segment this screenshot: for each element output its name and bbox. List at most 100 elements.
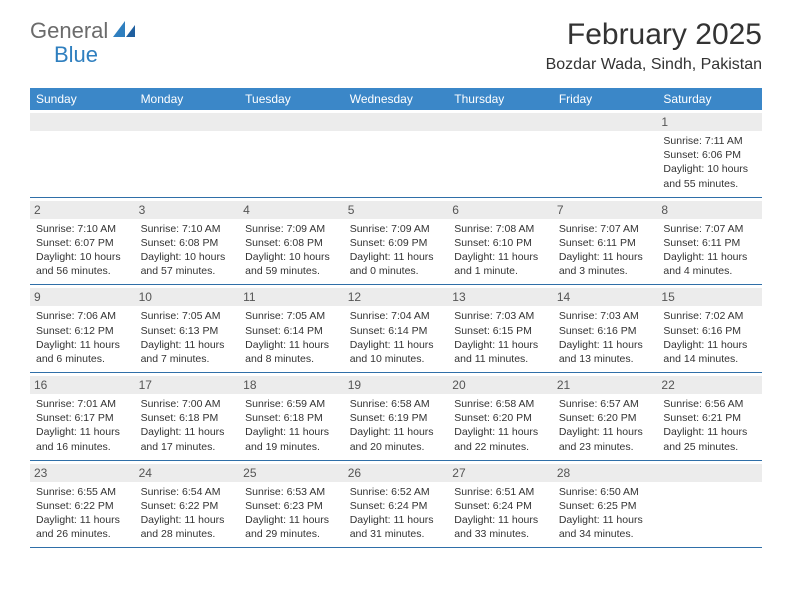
calendar: Sunday Monday Tuesday Wednesday Thursday…	[30, 88, 762, 548]
day-cell: 26Sunrise: 6:52 AMSunset: 6:24 PMDayligh…	[344, 461, 449, 548]
day-number	[657, 464, 762, 482]
day-cell: 13Sunrise: 7:03 AMSunset: 6:15 PMDayligh…	[448, 285, 553, 372]
sunset-text: Sunset: 6:22 PM	[141, 499, 234, 513]
sunrise-text: Sunrise: 7:05 AM	[245, 309, 338, 323]
sunrise-text: Sunrise: 7:10 AM	[36, 222, 129, 236]
sunrise-text: Sunrise: 6:59 AM	[245, 397, 338, 411]
day-cell: 7Sunrise: 7:07 AMSunset: 6:11 PMDaylight…	[553, 198, 658, 285]
sunset-text: Sunset: 6:18 PM	[245, 411, 338, 425]
daylight-text: Daylight: 11 hours and 23 minutes.	[559, 425, 652, 453]
sunrise-text: Sunrise: 6:58 AM	[350, 397, 443, 411]
day-number	[239, 113, 344, 131]
day-cell: 14Sunrise: 7:03 AMSunset: 6:16 PMDayligh…	[553, 285, 658, 372]
day-number: 12	[344, 288, 449, 306]
sunrise-text: Sunrise: 7:04 AM	[350, 309, 443, 323]
day-cell: 23Sunrise: 6:55 AMSunset: 6:22 PMDayligh…	[30, 461, 135, 548]
page-title: February 2025	[546, 18, 762, 52]
logo-text-general: General	[30, 18, 108, 44]
daylight-text: Daylight: 11 hours and 25 minutes.	[663, 425, 756, 453]
day-number: 18	[239, 376, 344, 394]
logo: General Blue	[30, 18, 135, 44]
sunrise-text: Sunrise: 6:52 AM	[350, 485, 443, 499]
day-number: 1	[657, 113, 762, 131]
day-cell: 18 Sunrise: 6:59 AMSunset: 6:18 PMDayligh…	[239, 373, 344, 460]
day-number: 20	[448, 376, 553, 394]
day-cell: 17Sunrise: 7:00 AMSunset: 6:18 PMDayligh…	[135, 373, 240, 460]
day-number: 9	[30, 288, 135, 306]
day-cell	[344, 110, 449, 197]
sunset-text: Sunset: 6:09 PM	[350, 236, 443, 250]
day-cell: 8Sunrise: 7:07 AMSunset: 6:11 PMDaylight…	[657, 198, 762, 285]
day-cell	[553, 110, 658, 197]
weekday-header: Monday	[135, 88, 240, 110]
sunrise-text: Sunrise: 7:03 AM	[454, 309, 547, 323]
sunrise-text: Sunrise: 6:53 AM	[245, 485, 338, 499]
sunrise-text: Sunrise: 7:08 AM	[454, 222, 547, 236]
day-number: 28	[553, 464, 658, 482]
day-cell: 4Sunrise: 7:09 AMSunset: 6:08 PMDaylight…	[239, 198, 344, 285]
day-number: 16	[30, 376, 135, 394]
sunrise-text: Sunrise: 6:56 AM	[663, 397, 756, 411]
sunrise-text: Sunrise: 7:00 AM	[141, 397, 234, 411]
day-cell: 9Sunrise: 7:06 AMSunset: 6:12 PMDaylight…	[30, 285, 135, 372]
daylight-text: Daylight: 11 hours and 34 minutes.	[559, 513, 652, 541]
day-cell: 15Sunrise: 7:02 AMSunset: 6:16 PMDayligh…	[657, 285, 762, 372]
day-cell	[657, 461, 762, 548]
daylight-text: Daylight: 11 hours and 31 minutes.	[350, 513, 443, 541]
sunrise-text: Sunrise: 7:10 AM	[141, 222, 234, 236]
sunrise-text: Sunrise: 7:01 AM	[36, 397, 129, 411]
day-number: 27	[448, 464, 553, 482]
week-row: 1 Sunrise: 7:11 AMSunset: 6:06 PMDaylight…	[30, 110, 762, 198]
day-cell: 22Sunrise: 6:56 AMSunset: 6:21 PMDayligh…	[657, 373, 762, 460]
day-number: 11	[239, 288, 344, 306]
logo-sail-icon	[113, 21, 135, 42]
day-cell: 25Sunrise: 6:53 AMSunset: 6:23 PMDayligh…	[239, 461, 344, 548]
day-cell	[135, 110, 240, 197]
sunrise-text: Sunrise: 7:11 AM	[663, 134, 756, 148]
sunset-text: Sunset: 6:25 PM	[559, 499, 652, 513]
day-number: 21	[553, 376, 658, 394]
day-number: 10	[135, 288, 240, 306]
daylight-text: Daylight: 11 hours and 11 minutes.	[454, 338, 547, 366]
day-number	[553, 113, 658, 131]
sunset-text: Sunset: 6:06 PM	[663, 148, 756, 162]
weekday-header-row: Sunday Monday Tuesday Wednesday Thursday…	[30, 88, 762, 110]
weeks-container: 1Sunrise: 7:11 AMSunset: 6:06 PMDaylight…	[30, 110, 762, 548]
sunset-text: Sunset: 6:18 PM	[141, 411, 234, 425]
daylight-text: Daylight: 11 hours and 17 minutes.	[141, 425, 234, 453]
day-number: 14	[553, 288, 658, 306]
daylight-text: Daylight: 11 hours and 3 minutes.	[559, 250, 652, 278]
title-block: February 2025 Bozdar Wada, Sindh, Pakist…	[546, 18, 762, 74]
sunset-text: Sunset: 6:24 PM	[350, 499, 443, 513]
sunset-text: Sunset: 6:14 PM	[245, 324, 338, 338]
sunrise-text: Sunrise: 7:05 AM	[141, 309, 234, 323]
day-cell	[239, 110, 344, 197]
sunset-text: Sunset: 6:22 PM	[36, 499, 129, 513]
weekday-header: Friday	[553, 88, 658, 110]
weekday-header: Tuesday	[239, 88, 344, 110]
sunset-text: Sunset: 6:15 PM	[454, 324, 547, 338]
day-number: 25	[239, 464, 344, 482]
day-number	[135, 113, 240, 131]
sunrise-text: Sunrise: 6:51 AM	[454, 485, 547, 499]
daylight-text: Daylight: 11 hours and 10 minutes.	[350, 338, 443, 366]
daylight-text: Daylight: 11 hours and 29 minutes.	[245, 513, 338, 541]
sunset-text: Sunset: 6:10 PM	[454, 236, 547, 250]
sunset-text: Sunset: 6:16 PM	[663, 324, 756, 338]
daylight-text: Daylight: 10 hours and 59 minutes.	[245, 250, 338, 278]
day-cell: 19Sunrise: 6:58 AMSunset: 6:19 PMDayligh…	[344, 373, 449, 460]
location-text: Bozdar Wada, Sindh, Pakistan	[546, 56, 762, 74]
sunset-text: Sunset: 6:20 PM	[559, 411, 652, 425]
day-number: 15	[657, 288, 762, 306]
sunset-text: Sunset: 6:08 PM	[245, 236, 338, 250]
daylight-text: Daylight: 10 hours and 55 minutes.	[663, 162, 756, 190]
sunrise-text: Sunrise: 7:07 AM	[663, 222, 756, 236]
weekday-header: Sunday	[30, 88, 135, 110]
sunset-text: Sunset: 6:24 PM	[454, 499, 547, 513]
header: General Blue February 2025 Bozdar Wada, …	[0, 0, 792, 80]
day-cell: 28Sunrise: 6:50 AMSunset: 6:25 PMDayligh…	[553, 461, 658, 548]
daylight-text: Daylight: 11 hours and 19 minutes.	[245, 425, 338, 453]
sunset-text: Sunset: 6:16 PM	[559, 324, 652, 338]
sunrise-text: Sunrise: 6:57 AM	[559, 397, 652, 411]
sunrise-text: Sunrise: 7:09 AM	[245, 222, 338, 236]
